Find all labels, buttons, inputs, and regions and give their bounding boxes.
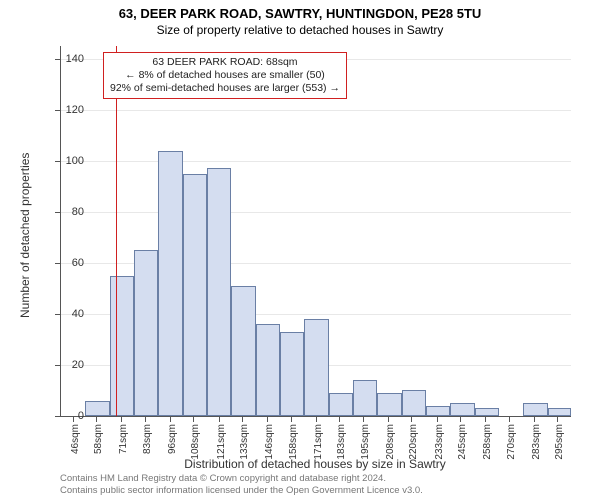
histogram-bar <box>450 403 474 416</box>
x-tick-label: 295sqm <box>554 424 565 464</box>
y-tick <box>55 365 61 366</box>
annotation-line: 63 DEER PARK ROAD: 68sqm <box>110 56 340 69</box>
x-tick-label: 220sqm <box>408 424 419 464</box>
histogram-bar <box>402 390 426 416</box>
x-tick <box>534 416 535 422</box>
y-tick <box>55 263 61 264</box>
x-tick <box>485 416 486 422</box>
histogram-bar <box>304 319 328 416</box>
y-tick-label: 140 <box>66 53 84 65</box>
x-tick-label: 158sqm <box>288 424 299 464</box>
reference-line <box>116 46 117 416</box>
x-tick <box>145 416 146 422</box>
histogram-bar <box>475 408 499 416</box>
x-tick-label: 121sqm <box>216 424 227 464</box>
histogram-bar <box>426 406 450 416</box>
x-tick <box>242 416 243 422</box>
x-tick-label: 46sqm <box>70 424 81 464</box>
y-tick-label: 60 <box>72 257 84 269</box>
histogram-bar <box>548 408 571 416</box>
x-tick-label: 183sqm <box>336 424 347 464</box>
x-tick-label: 83sqm <box>142 424 153 464</box>
histogram-bar <box>377 393 401 416</box>
x-tick-label: 146sqm <box>264 424 275 464</box>
x-tick-label: 171sqm <box>313 424 324 464</box>
x-tick <box>73 416 74 422</box>
histogram-bar <box>207 168 231 416</box>
histogram-bar <box>85 401 109 416</box>
x-tick-label: 233sqm <box>434 424 445 464</box>
histogram-bar <box>158 151 182 416</box>
x-tick-label: 108sqm <box>190 424 201 464</box>
x-tick <box>193 416 194 422</box>
x-tick <box>291 416 292 422</box>
x-tick <box>339 416 340 422</box>
annotation-box: 63 DEER PARK ROAD: 68sqm← 8% of detached… <box>103 52 347 99</box>
x-tick-label: 96sqm <box>167 424 178 464</box>
histogram-bar <box>183 174 207 416</box>
histogram-bar <box>256 324 280 416</box>
x-tick <box>316 416 317 422</box>
chart-plot-area <box>60 46 571 417</box>
x-tick <box>557 416 558 422</box>
y-tick <box>55 314 61 315</box>
x-tick-label: 270sqm <box>506 424 517 464</box>
histogram-bar <box>134 250 158 416</box>
footer-line-1: Contains HM Land Registry data © Crown c… <box>60 473 423 484</box>
x-tick <box>267 416 268 422</box>
gridline <box>61 161 571 162</box>
x-tick-label: 195sqm <box>360 424 371 464</box>
y-tick-label: 80 <box>72 206 84 218</box>
y-tick-label: 0 <box>78 410 84 422</box>
x-tick <box>411 416 412 422</box>
footer-line-2: Contains public sector information licen… <box>60 485 423 496</box>
y-tick <box>55 212 61 213</box>
x-tick <box>219 416 220 422</box>
histogram-bar <box>231 286 255 416</box>
x-tick-label: 58sqm <box>93 424 104 464</box>
annotation-line: ← 8% of detached houses are smaller (50) <box>110 69 340 82</box>
y-tick <box>55 161 61 162</box>
x-tick <box>363 416 364 422</box>
y-tick-label: 100 <box>66 155 84 167</box>
chart-subtitle: Size of property relative to detached ho… <box>0 21 600 37</box>
x-tick <box>170 416 171 422</box>
y-axis-title: Number of detached properties <box>18 153 32 318</box>
x-tick-label: 283sqm <box>531 424 542 464</box>
histogram-bar <box>353 380 377 416</box>
gridline <box>61 212 571 213</box>
histogram-bar <box>110 276 134 416</box>
x-tick <box>437 416 438 422</box>
x-tick-label: 208sqm <box>385 424 396 464</box>
x-tick <box>121 416 122 422</box>
x-tick-label: 258sqm <box>482 424 493 464</box>
footer-attribution: Contains HM Land Registry data © Crown c… <box>60 473 423 496</box>
y-tick <box>55 416 61 417</box>
x-tick <box>96 416 97 422</box>
histogram-bar <box>280 332 304 416</box>
y-tick-label: 20 <box>72 359 84 371</box>
x-tick <box>509 416 510 422</box>
chart-title: 63, DEER PARK ROAD, SAWTRY, HUNTINGDON, … <box>0 0 600 21</box>
x-tick-label: 245sqm <box>457 424 468 464</box>
histogram-bar <box>523 403 547 416</box>
y-tick <box>55 59 61 60</box>
x-tick <box>460 416 461 422</box>
histogram-bar <box>329 393 353 416</box>
y-tick <box>55 110 61 111</box>
x-tick <box>388 416 389 422</box>
y-tick-label: 40 <box>72 308 84 320</box>
y-tick-label: 120 <box>66 104 84 116</box>
gridline <box>61 110 571 111</box>
x-tick-label: 133sqm <box>239 424 250 464</box>
x-tick-label: 71sqm <box>118 424 129 464</box>
annotation-line: 92% of semi-detached houses are larger (… <box>110 82 340 95</box>
